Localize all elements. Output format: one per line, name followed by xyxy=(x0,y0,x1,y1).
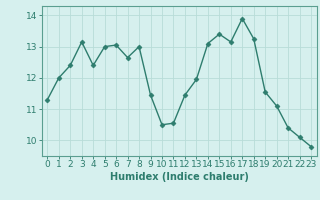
X-axis label: Humidex (Indice chaleur): Humidex (Indice chaleur) xyxy=(110,172,249,182)
